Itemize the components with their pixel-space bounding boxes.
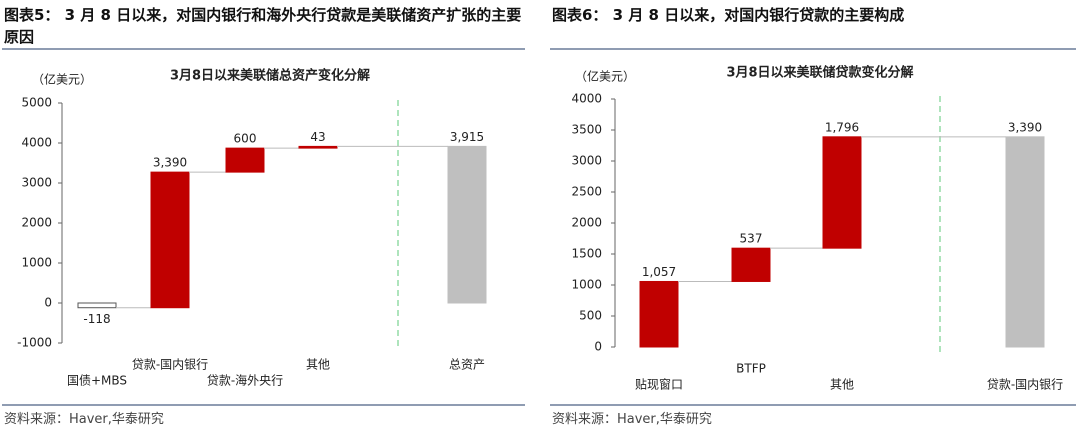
value-label: 3,915 — [450, 130, 484, 144]
bar — [150, 171, 190, 309]
bar — [822, 136, 862, 249]
y-tick-label: 3000 — [21, 176, 52, 190]
x-tick-label: 总资产 — [449, 358, 485, 372]
x-tick-label: 其他 — [306, 358, 330, 372]
bar — [639, 280, 679, 348]
value-label: 600 — [234, 132, 257, 146]
figure-caption: 图表5： 3 月 8 日以来，对国内银行和海外央行贷款是美联储资产扩张的主要原因 — [4, 6, 522, 46]
bar — [731, 247, 771, 282]
bar — [1005, 136, 1045, 348]
source-note: 资料来源：Haver,华泰研究 — [552, 412, 712, 427]
x-tick-label: 贷款-国内银行 — [132, 358, 208, 372]
figure-caption: 图表6： 3 月 8 日以来，对国内银行贷款的主要构成 — [552, 6, 905, 24]
x-tick-label: 国债+MBS — [67, 374, 127, 388]
y-tick-label: 4000 — [21, 136, 52, 150]
bar — [298, 145, 338, 149]
value-label: 537 — [740, 232, 763, 246]
value-label: 3,390 — [153, 156, 187, 170]
y-tick-label: 0 — [594, 340, 602, 354]
x-tick-label: 贷款-国内银行 — [987, 378, 1063, 392]
y-tick-label: 1500 — [571, 247, 602, 261]
value-label: 1,796 — [825, 120, 859, 134]
y-tick-label: 1000 — [571, 278, 602, 292]
bar — [77, 302, 117, 309]
y-tick-label: 1000 — [21, 256, 52, 270]
x-tick-label: 贷款-海外央行 — [207, 373, 283, 388]
x-tick-label: 贴现窗口 — [635, 378, 683, 392]
value-label: -118 — [83, 312, 110, 326]
y-tick-label: 3000 — [571, 154, 602, 168]
value-label: 1,057 — [642, 265, 676, 279]
chart-title: 3月8日以来美联储贷款变化分解 — [726, 65, 913, 81]
source-note: 资料来源：Haver,华泰研究 — [4, 412, 164, 427]
y-tick-label: 3500 — [571, 123, 602, 137]
y-tick-label: -1000 — [17, 336, 52, 350]
y-tick-label: 500 — [579, 309, 602, 323]
y-tick-label: 2000 — [571, 216, 602, 230]
value-label: 3,390 — [1008, 120, 1042, 134]
axis-unit: （亿美元） — [32, 72, 92, 87]
chart-title: 3月8日以来美联储总资产变化分解 — [170, 68, 370, 84]
x-tick-label: BTFP — [736, 362, 766, 376]
bar — [447, 145, 487, 304]
y-tick-label: 4000 — [571, 92, 602, 106]
bar — [225, 147, 265, 173]
y-tick-label: 2500 — [571, 185, 602, 199]
y-tick-label: 5000 — [21, 96, 52, 110]
x-tick-label: 其他 — [830, 378, 854, 392]
axis-unit: （亿美元） — [575, 69, 635, 84]
y-tick-label: 0 — [44, 296, 52, 310]
value-label: 43 — [310, 130, 325, 144]
y-tick-label: 2000 — [21, 216, 52, 230]
